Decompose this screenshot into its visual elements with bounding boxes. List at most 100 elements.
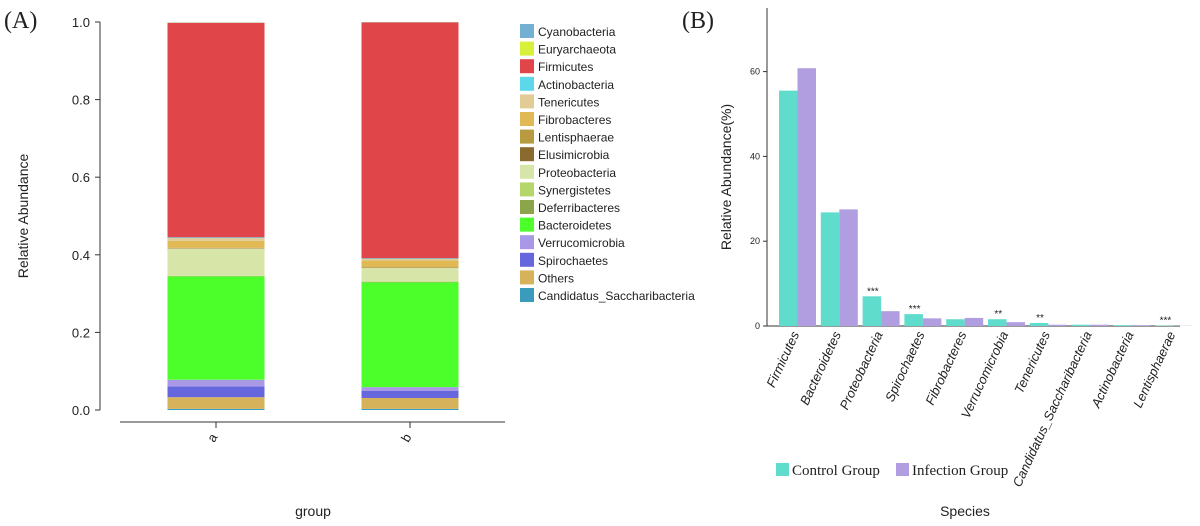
bar-segment-others bbox=[167, 397, 265, 409]
y-tick-label: 0.2 bbox=[72, 325, 90, 340]
y-axis-title: Relative Abundance(%) bbox=[718, 104, 734, 250]
y-tick-label: 0 bbox=[755, 321, 760, 331]
panel-b-label: (B) bbox=[682, 8, 714, 34]
legend-label: Infection Group bbox=[912, 463, 1008, 479]
bar-infection-group bbox=[1090, 324, 1109, 326]
bar-segment-spirochaetes bbox=[167, 386, 265, 398]
legend-swatch bbox=[776, 463, 789, 476]
legend-label: Others bbox=[538, 271, 574, 285]
significance-mark: *** bbox=[867, 286, 879, 297]
legend-label: Lentisphaerae bbox=[538, 131, 614, 145]
legend-label: Actinobacteria bbox=[538, 78, 614, 92]
legend-label: Cyanobacteria bbox=[538, 25, 616, 39]
panel-a-label: (A) bbox=[4, 8, 37, 34]
bar-infection-group bbox=[1131, 325, 1151, 326]
bar-segment-verrucomicrobia bbox=[167, 379, 265, 387]
y-axis-title: Relative Abundance bbox=[15, 154, 31, 279]
x-tick-label: b bbox=[398, 431, 415, 445]
bar-segment-candidatus_saccharibacteria bbox=[167, 408, 265, 410]
y-tick-label: 0.0 bbox=[72, 403, 90, 418]
x-tick-label: Lentisphaerae bbox=[1130, 329, 1178, 410]
legend-swatch bbox=[520, 147, 534, 162]
bar-segment-bacteroidetes bbox=[361, 282, 459, 388]
legend-swatch bbox=[520, 129, 534, 144]
bar-control-group bbox=[946, 319, 965, 326]
y-tick-label: 1.0 bbox=[72, 15, 90, 30]
legend-label: Fibrobacteres bbox=[538, 113, 611, 127]
bar-infection-group bbox=[797, 68, 816, 326]
legend-label: Verrucomicrobia bbox=[538, 236, 625, 250]
bar-infection-group bbox=[1048, 324, 1067, 326]
bar-segment-proteobacteria bbox=[167, 248, 265, 276]
bar-infection-group bbox=[881, 311, 900, 326]
bar-segment-candidatus_saccharibacteria bbox=[361, 408, 459, 410]
legend-label: Spirochaetes bbox=[538, 254, 608, 268]
bar-segment-tenericutes bbox=[361, 259, 459, 261]
bar-segment-firmicutes bbox=[361, 22, 459, 259]
bar-segment-spirochaetes bbox=[361, 390, 459, 398]
bar-segment-proteobacteria bbox=[361, 267, 459, 282]
significance-mark: ** bbox=[994, 309, 1002, 320]
legend-swatch bbox=[520, 288, 534, 302]
legend-swatch bbox=[520, 164, 534, 179]
bar-segment-actinobacteria bbox=[167, 237, 265, 239]
legend-label: Euryarchaeota bbox=[538, 43, 616, 57]
legend-swatch bbox=[520, 217, 534, 232]
y-tick-label: 60 bbox=[750, 67, 760, 77]
significance-mark: *** bbox=[909, 304, 921, 315]
x-tick-label: Firmicutes bbox=[763, 328, 802, 389]
bar-segment-firmicutes bbox=[167, 22, 265, 238]
legend-swatch bbox=[520, 24, 534, 38]
bar-control-group bbox=[1071, 324, 1091, 326]
significance-mark: *** bbox=[1160, 316, 1172, 327]
x-tick-label: a bbox=[204, 430, 221, 444]
x-tick-label: Candidatus_Saccharibacteria bbox=[1009, 329, 1094, 489]
x-tick-label: Actinobacteria bbox=[1088, 329, 1137, 411]
x-tick-label: Bacteroidetes bbox=[797, 328, 844, 407]
x-tick-label: Fibrobacteres bbox=[922, 328, 969, 407]
y-tick-label: 0.4 bbox=[72, 248, 90, 263]
bar-infection-group bbox=[839, 209, 858, 326]
bar-control-group bbox=[1113, 325, 1132, 326]
legend-swatch bbox=[520, 76, 534, 91]
legend-swatch bbox=[520, 252, 534, 267]
legend-label: Control Group bbox=[792, 463, 880, 479]
bar-segment-actinobacteria bbox=[361, 258, 459, 260]
y-tick-label: 20 bbox=[750, 236, 760, 246]
bar-control-group bbox=[904, 314, 923, 326]
legend-swatch bbox=[520, 41, 534, 56]
legend-swatch bbox=[520, 270, 534, 285]
y-tick-label: 40 bbox=[750, 151, 760, 161]
x-tick-label: Spirochaetes bbox=[882, 328, 928, 404]
bar-control-group bbox=[862, 296, 882, 326]
legend-swatch bbox=[520, 59, 534, 74]
significance-mark: ** bbox=[1036, 313, 1044, 324]
bar-segment-bacteroidetes bbox=[167, 276, 265, 380]
legend-swatch bbox=[520, 235, 534, 250]
legend-label: Synergistetes bbox=[538, 183, 611, 197]
x-tick-label: Tenericutes bbox=[1011, 328, 1053, 395]
grouped-bar-chart: 0 20 40 60 Relative Abundance(%) FirmicutesBa… bbox=[718, 8, 1193, 519]
bar-infection-group bbox=[964, 317, 984, 326]
y-tick-label: 0.6 bbox=[72, 170, 90, 185]
bar-segment-fibrobacteres bbox=[361, 260, 459, 268]
bar-segment-tenericutes bbox=[167, 238, 265, 241]
x-axis-title: Species bbox=[940, 503, 990, 519]
legend-label: Deferribacteres bbox=[538, 201, 620, 215]
x-axis-title: group bbox=[295, 503, 331, 519]
legend-label: Elusimicrobia bbox=[538, 148, 610, 162]
legend-label: Proteobacteria bbox=[538, 166, 616, 180]
bar-control-group bbox=[820, 212, 840, 326]
bar-control-group bbox=[779, 90, 798, 327]
legend-label: Bacteroidetes bbox=[538, 219, 611, 233]
legend-swatch bbox=[520, 112, 534, 126]
bar-segment-fibrobacteres bbox=[167, 240, 265, 248]
legend-label: Candidatus_Saccharibacteria bbox=[538, 289, 695, 303]
bar-infection-group bbox=[922, 318, 942, 326]
legend-swatch bbox=[896, 463, 909, 476]
legend-swatch bbox=[520, 94, 534, 109]
legend-label: Tenericutes bbox=[538, 95, 599, 109]
bar-segment-verrucomicrobia bbox=[361, 387, 459, 391]
legend-swatch bbox=[520, 182, 534, 197]
bar-infection-group bbox=[1006, 322, 1025, 326]
